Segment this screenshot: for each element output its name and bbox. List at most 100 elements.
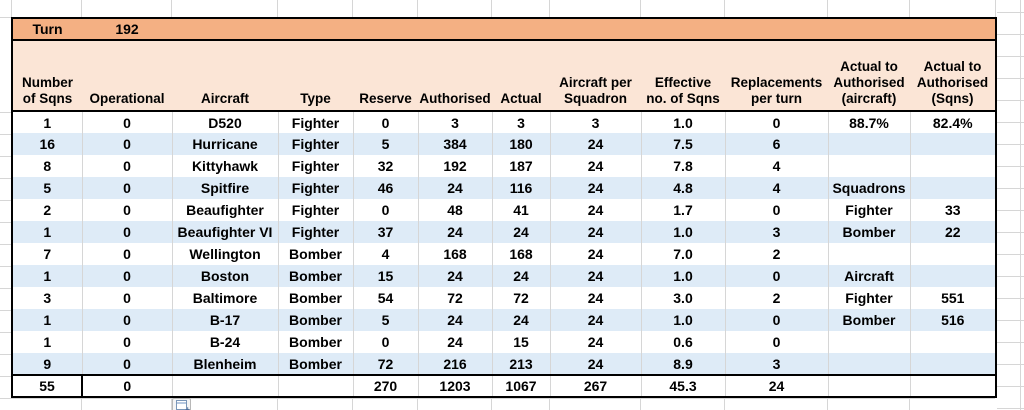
table-cell[interactable]: D520 (172, 111, 279, 133)
table-cell[interactable]: 24 (550, 133, 642, 155)
table-cell[interactable]: Baltimore (172, 287, 279, 309)
table-cell[interactable]: 2 (12, 199, 83, 221)
table-cell[interactable]: 0 (725, 331, 829, 353)
table-cell[interactable] (910, 331, 996, 353)
table-cell[interactable]: Kittyhawk (172, 155, 279, 177)
table-cell[interactable]: 1 (12, 331, 83, 353)
table-cell[interactable]: 0 (725, 265, 829, 287)
table-cell[interactable]: 6 (725, 133, 829, 155)
table-cell[interactable]: 0 (82, 331, 173, 353)
table-cell[interactable]: 1 (12, 111, 83, 133)
table-cell[interactable]: B-24 (172, 331, 279, 353)
table-cell[interactable]: 7.5 (641, 133, 726, 155)
table-cell[interactable]: Wellington (172, 243, 279, 265)
table-cell[interactable]: 7.0 (641, 243, 726, 265)
table-cell[interactable]: 0 (725, 309, 829, 331)
table-cell[interactable]: 1 (12, 221, 83, 243)
table-cell[interactable]: Beaufighter VI (172, 221, 279, 243)
table-cell[interactable]: 8 (12, 155, 83, 177)
table-cell[interactable]: 1.0 (641, 309, 726, 331)
table-cell[interactable]: 24 (550, 309, 642, 331)
table-cell[interactable] (828, 155, 911, 177)
table-cell[interactable]: 24 (550, 221, 642, 243)
totals-cell[interactable] (172, 374, 279, 397)
table-cell[interactable]: Spitfire (172, 177, 279, 199)
table-cell[interactable]: 24 (550, 331, 642, 353)
table-cell[interactable]: 24 (418, 309, 493, 331)
table-cell[interactable]: 24 (550, 155, 642, 177)
table-cell[interactable]: 22 (910, 221, 996, 243)
table-cell[interactable]: 4 (353, 243, 419, 265)
table-cell[interactable]: Beaufighter (172, 199, 279, 221)
table-cell[interactable]: 516 (910, 309, 996, 331)
table-cell[interactable]: Blenheim (172, 353, 279, 375)
column-header-number-of-sqns[interactable]: Number of Sqns (12, 40, 82, 112)
column-header-authorised[interactable]: Authorised (418, 40, 492, 112)
table-cell[interactable]: 5 (353, 133, 419, 155)
table-cell[interactable]: 15 (492, 331, 551, 353)
table-cell[interactable]: 4 (725, 177, 829, 199)
table-cell[interactable]: 72 (353, 353, 419, 375)
table-cell[interactable]: 1 (12, 309, 83, 331)
table-cell[interactable]: Fighter (278, 177, 354, 199)
table-cell[interactable]: Bomber (278, 243, 354, 265)
table-cell[interactable]: 24 (550, 265, 642, 287)
table-cell[interactable]: 24 (418, 265, 493, 287)
table-cell[interactable] (828, 133, 911, 155)
table-cell[interactable]: Fighter (278, 155, 354, 177)
table-cell[interactable] (910, 155, 996, 177)
table-cell[interactable]: 0 (82, 177, 173, 199)
table-cell[interactable]: 24 (550, 177, 642, 199)
table-cell[interactable]: 3.0 (641, 287, 726, 309)
column-header-operational[interactable]: Operational (82, 40, 172, 112)
table-cell[interactable]: 4 (725, 155, 829, 177)
table-cell[interactable]: 88.7% (828, 111, 911, 133)
table-cell[interactable]: Aircraft (828, 265, 911, 287)
table-cell[interactable] (910, 133, 996, 155)
table-cell[interactable]: 551 (910, 287, 996, 309)
table-cell[interactable]: Bomber (828, 309, 911, 331)
table-cell[interactable]: 1.0 (641, 111, 726, 133)
table-cell[interactable]: 54 (353, 287, 419, 309)
column-header-actual-to-authorised-sqns[interactable]: Actual to Authorised (Sqns) (910, 40, 996, 112)
table-cell[interactable]: 3 (492, 111, 551, 133)
table-cell[interactable]: 41 (492, 199, 551, 221)
column-header-type[interactable]: Type (278, 40, 353, 112)
table-cell[interactable]: Fighter (828, 287, 911, 309)
table-cell[interactable]: Bomber (278, 309, 354, 331)
totals-cell[interactable]: 267 (550, 374, 642, 397)
table-cell[interactable]: 82.4% (910, 111, 996, 133)
table-cell[interactable]: 15 (353, 265, 419, 287)
table-cell[interactable]: 0 (82, 133, 173, 155)
table-cell[interactable]: 0 (353, 331, 419, 353)
table-cell[interactable]: 7 (12, 243, 83, 265)
column-header-aircraft-per-squadron[interactable]: Aircraft per Squadron (550, 40, 641, 112)
table-cell[interactable]: 3 (418, 111, 493, 133)
table-cell[interactable] (910, 243, 996, 265)
table-cell[interactable]: 116 (492, 177, 551, 199)
table-cell[interactable]: 1.0 (641, 265, 726, 287)
paste-options-icon[interactable] (172, 398, 191, 410)
table-cell[interactable]: Fighter (278, 111, 354, 133)
table-cell[interactable]: Fighter (828, 199, 911, 221)
table-cell[interactable]: 213 (492, 353, 551, 375)
table-cell[interactable]: 5 (12, 177, 83, 199)
table-cell[interactable]: 0 (82, 221, 173, 243)
table-cell[interactable]: 1.7 (641, 199, 726, 221)
totals-cell[interactable]: 45.3 (641, 374, 726, 397)
table-cell[interactable]: 24 (418, 177, 493, 199)
totals-cell[interactable]: 1203 (418, 374, 493, 397)
totals-cell[interactable]: 55 (12, 374, 83, 397)
table-cell[interactable]: Fighter (278, 199, 354, 221)
table-cell[interactable]: 7.8 (641, 155, 726, 177)
table-cell[interactable]: 0 (725, 199, 829, 221)
column-header-actual[interactable]: Actual (492, 40, 550, 112)
table-cell[interactable] (910, 265, 996, 287)
table-cell[interactable]: 1.0 (641, 221, 726, 243)
table-cell[interactable]: 216 (418, 353, 493, 375)
table-cell[interactable]: Bomber (278, 331, 354, 353)
table-cell[interactable]: 24 (550, 287, 642, 309)
table-cell[interactable]: 24 (492, 265, 551, 287)
table-cell[interactable]: Fighter (278, 221, 354, 243)
table-cell[interactable]: 0 (82, 111, 173, 133)
